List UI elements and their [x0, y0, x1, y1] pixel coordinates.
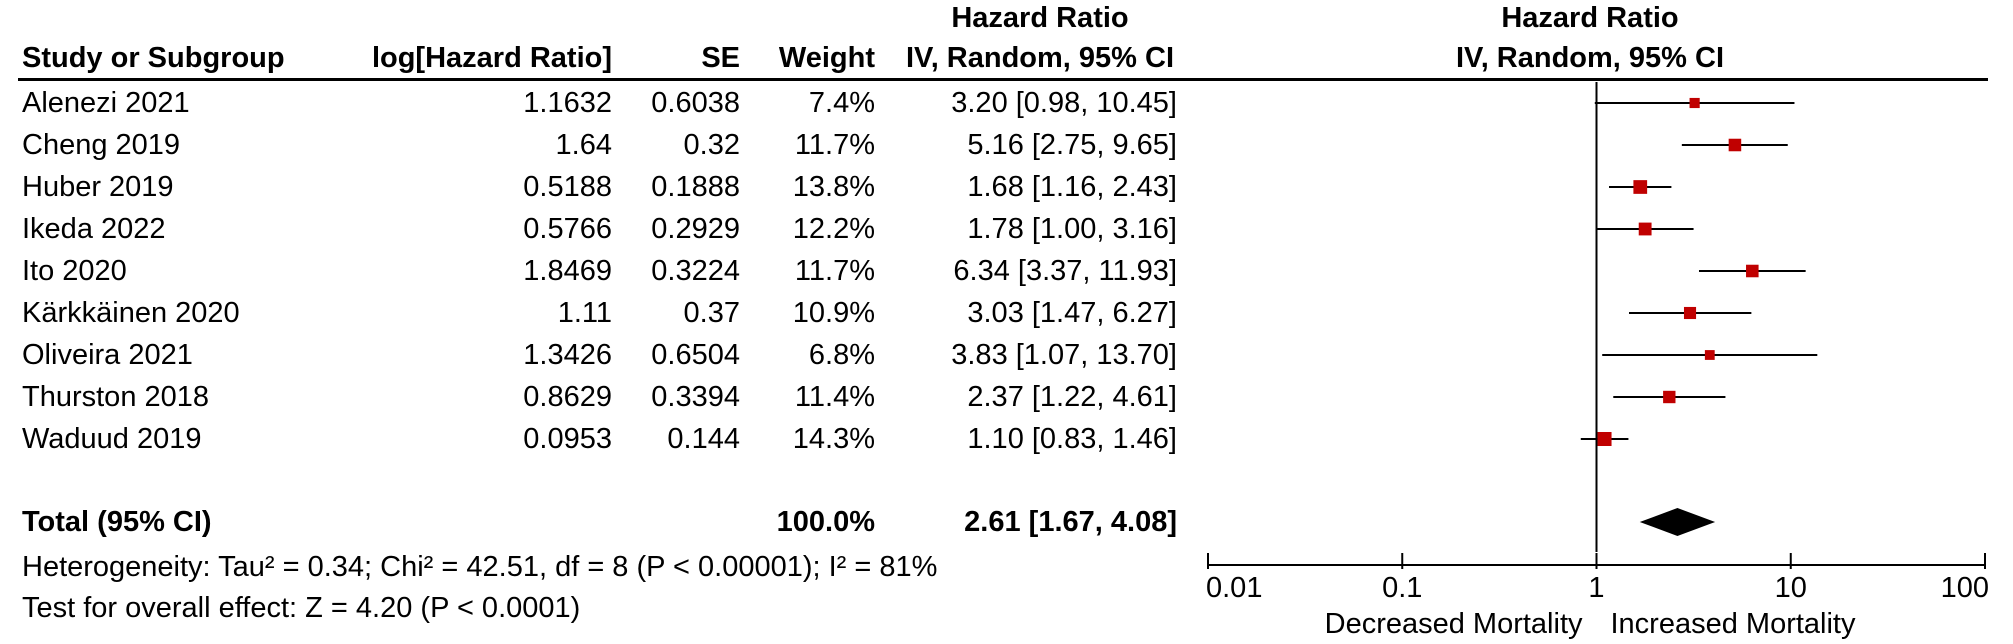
study-weight: 7.4%	[808, 87, 875, 119]
study-weight: 12.2%	[792, 213, 875, 245]
header-study: Study or Subgroup	[22, 42, 285, 74]
study-name: Alenezi 2021	[22, 87, 190, 119]
study-loghr: 0.8629	[523, 381, 612, 413]
point-marker	[1689, 97, 1700, 109]
study-ci: 1.10 [0.83, 1.46]	[967, 423, 1177, 455]
study-weight: 11.7%	[794, 129, 875, 161]
pooled-diamond	[1639, 508, 1716, 536]
study-se: 0.144	[667, 423, 740, 455]
study-name: Ito 2020	[22, 255, 127, 287]
x-tick-label: 0.1	[1382, 572, 1422, 604]
overall-effect-text: Test for overall effect: Z = 4.20 (P < 0…	[22, 592, 581, 624]
study-ci: 3.83 [1.07, 13.70]	[951, 339, 1177, 371]
study-ci: 5.16 [2.75, 9.65]	[967, 129, 1177, 161]
heterogeneity-text: Heterogeneity: Tau² = 0.34; Chi² = 42.51…	[22, 551, 938, 583]
point-marker	[1728, 138, 1742, 152]
study-se: 0.3224	[651, 255, 740, 287]
study-se: 0.32	[683, 129, 740, 161]
study-weight: 14.3%	[792, 423, 875, 455]
study-se: 0.6038	[651, 87, 740, 119]
study-se: 0.3394	[651, 381, 740, 413]
study-name: Waduud 2019	[22, 423, 202, 455]
study-name: Ikeda 2022	[22, 213, 166, 245]
increased-mortality-label: Increased Mortality	[1611, 608, 1856, 640]
point-marker	[1633, 180, 1648, 194]
study-loghr: 0.5766	[523, 213, 612, 245]
study-name: Oliveira 2021	[22, 339, 193, 371]
study-name: Huber 2019	[22, 171, 174, 203]
point-marker	[1663, 390, 1676, 404]
point-marker	[1704, 350, 1715, 360]
x-tick-label: 0.01	[1206, 572, 1262, 604]
study-loghr: 1.8469	[523, 255, 612, 287]
study-ci: 2.37 [1.22, 4.61]	[967, 381, 1177, 413]
total-ci: 2.61 [1.67, 4.08]	[964, 506, 1177, 538]
study-ci: 3.03 [1.47, 6.27]	[967, 297, 1177, 329]
point-marker	[1638, 222, 1652, 236]
study-name: Kärkkäinen 2020	[22, 297, 240, 329]
study-ci: 3.20 [0.98, 10.45]	[951, 87, 1177, 119]
study-loghr: 0.0953	[523, 423, 612, 455]
plot-title: Hazard Ratio	[1501, 2, 1679, 34]
hr-column-subtitle: IV, Random, 95% CI	[905, 42, 1175, 74]
study-se: 0.1888	[651, 171, 740, 203]
study-ci: 6.34 [3.37, 11.93]	[953, 255, 1177, 287]
study-ci: 1.78 [1.00, 3.16]	[967, 213, 1177, 245]
point-marker	[1746, 264, 1759, 278]
total-label: Total (95% CI)	[22, 506, 212, 538]
x-tick-label: 100	[1941, 572, 1989, 604]
study-weight: 6.8%	[808, 339, 875, 371]
study-se: 0.2929	[651, 213, 740, 245]
study-loghr: 1.3426	[523, 339, 612, 371]
point-marker	[1683, 306, 1697, 320]
study-loghr: 1.64	[555, 129, 612, 161]
study-loghr: 1.1632	[523, 87, 612, 119]
study-weight: 11.4%	[794, 381, 875, 413]
x-tick-label: 10	[1775, 572, 1807, 604]
header-loghr: log[Hazard Ratio]	[371, 42, 612, 74]
x-tick-label: 1	[1588, 572, 1604, 604]
study-loghr: 0.5188	[523, 171, 612, 203]
study-se: 0.6504	[651, 339, 740, 371]
header-rule	[18, 78, 1988, 81]
plot-subtitle: IV, Random, 95% CI	[1455, 42, 1725, 74]
study-se: 0.37	[683, 297, 740, 329]
header-weight: Weight	[778, 42, 875, 74]
point-marker	[1597, 432, 1612, 446]
study-loghr: 1.11	[557, 297, 612, 329]
study-ci: 1.68 [1.16, 2.43]	[967, 171, 1177, 203]
study-name: Cheng 2019	[22, 129, 181, 161]
decreased-mortality-label: Decreased Mortality	[1325, 608, 1583, 640]
forest-plot: 0.01 0.1 1 10 100 Decreased Mortality Increase…	[1206, 82, 1989, 640]
study-name: Thurston 2018	[22, 381, 210, 413]
header-se: SE	[701, 42, 740, 74]
study-weight: 11.7%	[794, 255, 875, 287]
study-weight: 10.9%	[792, 297, 875, 329]
study-weight: 13.8%	[792, 171, 875, 203]
total-weight: 100.0%	[776, 506, 875, 538]
hr-column-title: Hazard Ratio	[951, 2, 1129, 34]
